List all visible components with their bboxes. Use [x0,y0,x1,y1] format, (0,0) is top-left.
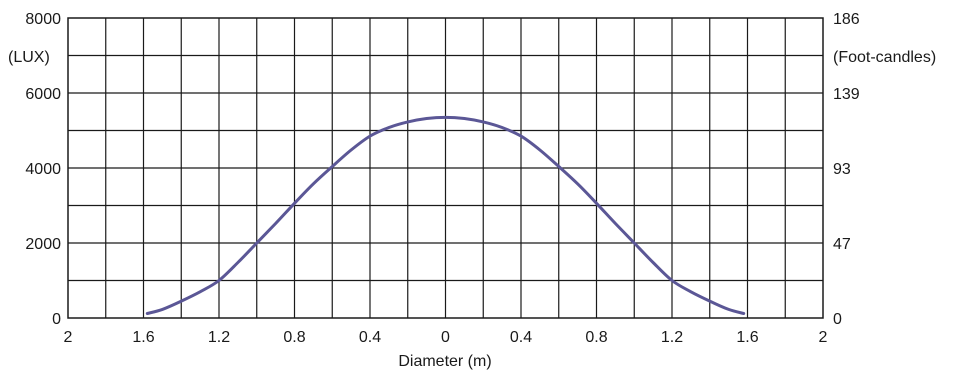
x-tick-label: 1.6 [736,329,758,346]
y-left-tick-label: 4000 [25,161,61,178]
x-tick-label: 0.4 [359,329,381,346]
x-tick-label: 0.4 [510,329,532,346]
x-tick-label: 0.8 [585,329,607,346]
y-axis-left: 0 2000 4000 6000 8000 [25,11,61,328]
y-right-unit-label: (Foot-candles) [833,49,936,66]
y-left-tick-label: 8000 [25,11,61,28]
y-left-unit-label: (LUX) [8,49,50,66]
y-left-tick-label: 2000 [25,236,61,253]
x-tick-label: 1.2 [661,329,683,346]
x-axis: 2 1.6 1.2 0.8 0.4 0 0.4 0.8 1.2 1.6 2 [64,329,828,346]
x-tick-label: 1.2 [208,329,230,346]
y-left-tick-label: 0 [52,311,61,328]
x-axis-title: Diameter (m) [398,353,491,370]
y-right-tick-label: 186 [833,11,860,28]
y-right-tick-label: 47 [833,236,851,253]
illuminance-curve [145,115,746,315]
y-axis-right: 0 47 93 139 186 [833,11,860,328]
y-right-tick-label: 0 [833,311,842,328]
y-right-tick-label: 139 [833,86,860,103]
series-layer [145,115,746,315]
x-tick-label: 0.8 [283,329,305,346]
x-tick-label: 0 [441,329,450,346]
y-left-tick-label: 6000 [25,86,61,103]
x-tick-label: 2 [819,329,828,346]
plot-border [67,17,824,319]
y-right-tick-label: 93 [833,161,851,178]
grid [68,18,823,318]
plot-frame [67,17,824,319]
x-tick-label: 2 [64,329,73,346]
x-tick-label: 1.6 [132,329,154,346]
